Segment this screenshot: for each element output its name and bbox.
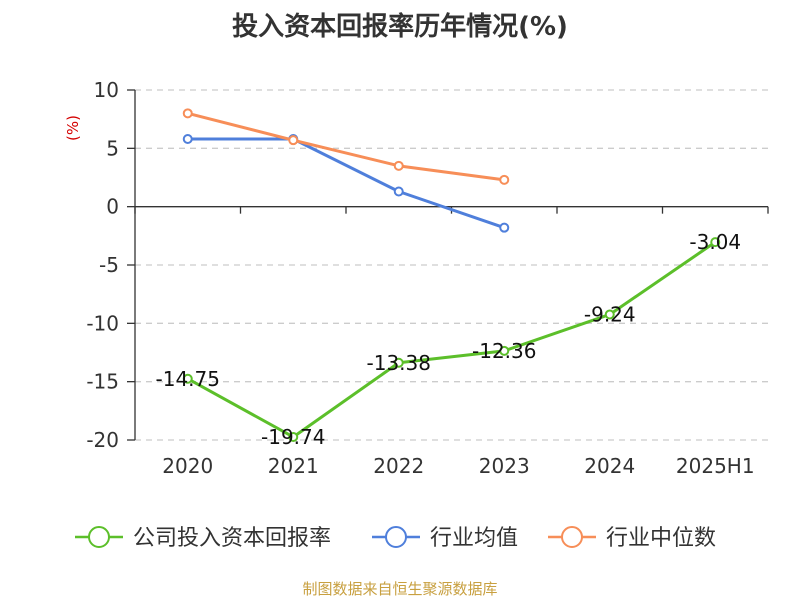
data-label: -13.38 (367, 351, 431, 375)
axes: 10 5 0 -5 -10 -15 -20 2020 2021 2022 2023 2024 2025H… (86, 78, 769, 478)
data-point (393, 160, 404, 171)
legend[interactable]: 公司投入资本回报率 行业均值 行业中位数 (75, 526, 716, 551)
grid-lines (135, 89, 768, 441)
legend-label: 公司投入资本回报率 (133, 526, 331, 551)
data-point (393, 357, 404, 368)
series-lines (182, 108, 721, 442)
data-point (288, 135, 299, 146)
data-labels: -14.75 -19.74 -13.38 -12.36 -9.24 -3.04 (156, 230, 742, 449)
data-point (499, 222, 510, 233)
y-tick-label: -15 (86, 370, 119, 394)
data-point (182, 134, 193, 144)
x-tick-label: 2023 (479, 454, 530, 478)
data-label: -9.24 (584, 302, 636, 326)
series-line (187, 240, 717, 439)
series-line (187, 137, 505, 230)
data-label: -12.36 (472, 339, 536, 363)
x-tick-label: 2024 (584, 454, 635, 478)
legend-label: 行业均值 (430, 526, 518, 551)
y-tick-label: 10 (94, 78, 119, 102)
data-point (182, 108, 193, 119)
legend-item[interactable]: 行业均值 (372, 526, 518, 551)
x-tick-label: 2020 (162, 454, 213, 478)
y-tick-label: 5 (106, 136, 119, 160)
legend-label: 行业中位数 (606, 526, 716, 551)
data-point (288, 431, 299, 442)
data-point (182, 373, 193, 384)
data-point (499, 345, 510, 356)
y-tick-label: -20 (86, 428, 119, 452)
y-axis-unit-label: (%) (64, 115, 82, 141)
data-point (393, 186, 404, 197)
x-tick-label: 2021 (268, 454, 319, 478)
data-label: -3.04 (689, 230, 741, 254)
source-note: 制图数据来自恒生聚源数据库 (302, 580, 498, 598)
data-point (499, 174, 510, 185)
data-point (604, 309, 615, 320)
data-label: -14.75 (156, 367, 220, 391)
legend-item[interactable]: 公司投入资本回报率 (75, 526, 331, 551)
legend-item[interactable]: 行业中位数 (548, 526, 716, 551)
legend-circle-icon (88, 526, 110, 548)
y-tick-label: 0 (106, 195, 119, 219)
legend-circle-icon (385, 526, 407, 548)
data-point (710, 237, 721, 248)
data-label: -19.74 (261, 425, 325, 449)
x-tick-label: 2025H1 (676, 454, 755, 478)
series-line (187, 111, 505, 182)
legend-circle-icon (561, 526, 583, 548)
chart-title: 投入资本回报率历年情况(%) (232, 12, 568, 42)
y-tick-label: -10 (86, 311, 119, 335)
y-tick-label: -5 (99, 253, 119, 277)
x-tick-label: 2022 (373, 454, 424, 478)
